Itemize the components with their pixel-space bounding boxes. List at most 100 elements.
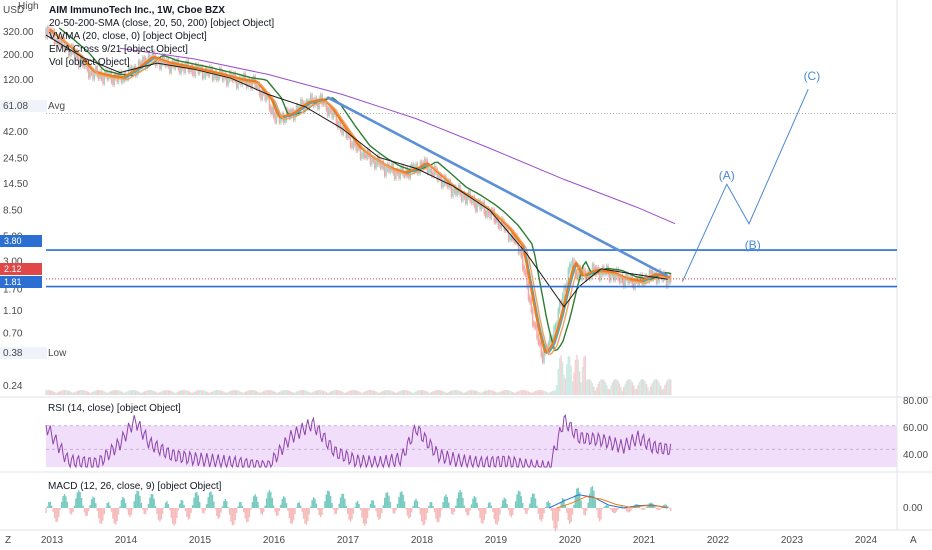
macd-histogram-bar — [430, 502, 433, 508]
price-candle-body — [361, 153, 363, 159]
macd-histogram-bar — [658, 508, 661, 511]
macd-histogram-bar — [475, 497, 477, 508]
volume-bar — [412, 392, 414, 395]
volume-bar — [228, 391, 231, 395]
volume-bar — [445, 392, 447, 395]
volume-bar — [177, 391, 180, 395]
volume-bar — [574, 359, 577, 395]
macd-histogram-bar — [660, 508, 662, 509]
volume-bar — [278, 391, 281, 395]
macd-histogram-bar — [100, 508, 103, 525]
price-candle-body — [355, 141, 357, 152]
price-candle-body — [251, 78, 254, 90]
price-candle-body — [297, 104, 299, 112]
volume-bar — [403, 390, 406, 395]
macd-histogram-bar — [238, 502, 241, 508]
timezone-button[interactable]: Z — [5, 535, 11, 546]
macd-histogram-bar — [106, 502, 108, 508]
macd-histogram-bar — [615, 508, 618, 512]
price-candle-body — [564, 285, 567, 291]
macd-histogram-bar — [568, 508, 571, 524]
price-candle-body — [183, 65, 185, 73]
macd-histogram-bar — [381, 508, 383, 514]
volume-bar — [591, 383, 594, 395]
volume-bar — [570, 366, 572, 395]
macd-histogram-bar — [369, 503, 372, 508]
price-candle-body — [49, 28, 51, 38]
volume-bar — [470, 390, 473, 395]
macd-histogram-bar — [322, 508, 325, 509]
volume-bar — [164, 390, 167, 395]
price-candle-body — [82, 57, 84, 68]
macd-histogram-bar — [519, 491, 521, 508]
rsi-tick-80: 80.00 — [903, 396, 928, 407]
time-tick-label: 2018 — [411, 535, 434, 546]
macd-histogram-bar — [608, 507, 611, 509]
macd-histogram-bar — [294, 508, 296, 515]
price-candle-body — [486, 207, 488, 218]
macd-histogram-bar — [50, 505, 53, 508]
price-candle-body — [568, 263, 571, 273]
price-candle-body — [271, 107, 273, 114]
price-candle-body — [534, 323, 537, 329]
time-tick-label: 2015 — [189, 535, 212, 546]
macd-histogram-bar — [248, 508, 251, 518]
price-candle-body — [50, 29, 53, 38]
price-candle-body — [439, 174, 441, 180]
macd-histogram-bar — [428, 506, 430, 508]
volume-bar — [650, 386, 652, 395]
auto-scale-button[interactable]: A — [910, 535, 917, 546]
volume-bar — [317, 390, 319, 395]
price-candle-body — [143, 56, 145, 62]
volume-bar — [596, 387, 598, 395]
volume-bar — [281, 390, 283, 395]
macd-histogram-bar — [529, 503, 531, 508]
macd-histogram-bar — [214, 508, 217, 510]
macd-histogram-bar — [459, 490, 461, 508]
wave-projection-line — [681, 88, 809, 282]
macd-histogram-bar — [80, 498, 83, 508]
volume-bar — [268, 390, 271, 395]
macd-histogram-bar — [86, 508, 88, 516]
price-candle-body — [201, 66, 204, 79]
macd-histogram-bar — [221, 506, 224, 508]
macd-histogram-bar — [383, 497, 386, 508]
macd-histogram-bar — [263, 508, 265, 512]
macd-histogram-bar — [191, 505, 194, 508]
volume-bar — [103, 391, 106, 395]
volume-bar — [201, 390, 204, 395]
volume-bar — [80, 390, 83, 395]
macd-histogram-bar — [445, 494, 447, 508]
macd-histogram-bar — [391, 508, 393, 509]
macd-histogram-bar — [564, 504, 567, 508]
time-tick-label: 2014 — [115, 535, 138, 546]
price-candle-body — [479, 199, 481, 210]
macd-histogram-bar — [349, 508, 352, 522]
price-candle-body — [574, 261, 577, 278]
macd-histogram-bar — [328, 491, 330, 508]
volume-bar — [544, 391, 547, 395]
wave-annotations: (A) (B) (C) — [719, 69, 820, 252]
volume-bar — [664, 384, 666, 395]
price-candle-body — [506, 224, 508, 231]
price-candle-body — [625, 273, 628, 280]
price-candle-body — [176, 58, 178, 66]
macd-histogram-bar — [627, 508, 629, 513]
price-candle-body — [216, 71, 218, 81]
volume-bar — [159, 392, 161, 395]
volume-bar — [271, 390, 273, 395]
volume-bar — [435, 390, 437, 395]
price-candle-body — [160, 60, 162, 69]
macd-histogram-bar — [638, 506, 641, 508]
volume-bar — [409, 391, 412, 395]
price-candle-body — [490, 208, 493, 219]
macd-histogram-bar — [510, 508, 513, 518]
macd-histogram-bar — [450, 508, 453, 514]
price-candle-body — [250, 81, 252, 90]
price-candle-body — [89, 70, 91, 79]
price-candle-body — [593, 263, 595, 271]
volume-bar — [117, 390, 120, 395]
macd-histogram-bar — [494, 508, 497, 524]
macd-histogram-bar — [97, 508, 100, 519]
price-candle-body — [541, 352, 544, 363]
